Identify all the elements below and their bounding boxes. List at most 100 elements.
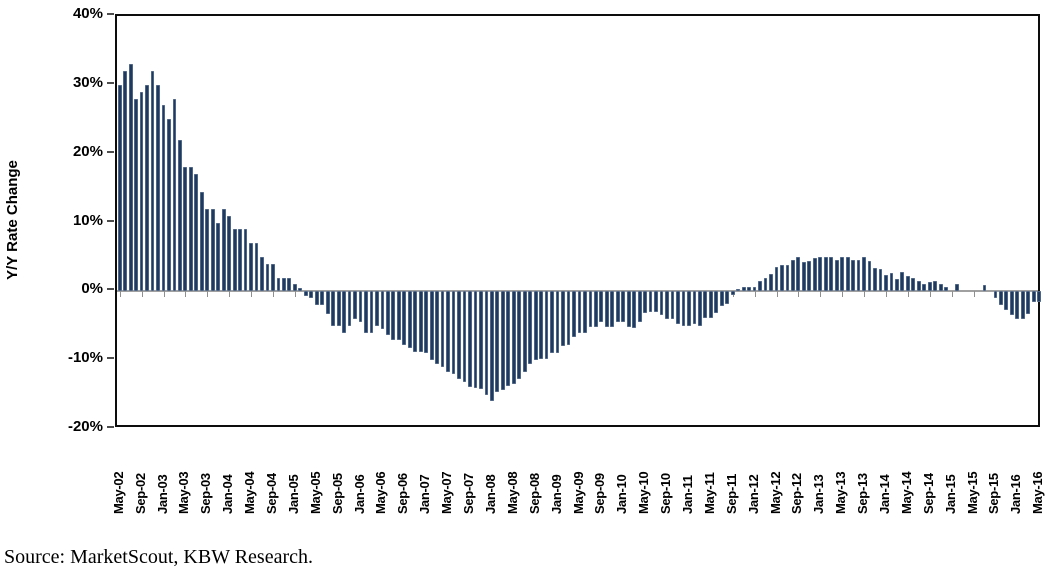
x-label-Sep-07: Sep-07 — [461, 473, 477, 514]
bar-Jun-12 — [780, 265, 784, 292]
x-tick-Jan-05 — [294, 291, 296, 298]
bar-Nov-12 — [807, 261, 812, 292]
y-tick-20% — [107, 150, 114, 153]
bar-Apr-16 — [1031, 291, 1036, 303]
bar-Dec-07 — [484, 291, 489, 396]
x-label-May-14: May-14 — [898, 471, 914, 514]
bar-Aug-08 — [528, 291, 533, 364]
bar-Jul-15 — [982, 285, 987, 292]
bar-Dec-08 — [550, 291, 554, 354]
bar-Jan-03 — [161, 105, 166, 292]
x-label-May-03: May-03 — [176, 471, 192, 514]
x-tick-May-14 — [907, 291, 909, 298]
bar-Mar-03 — [172, 98, 177, 292]
bar-Nov-09 — [610, 291, 615, 328]
x-label-Sep-11: Sep-11 — [723, 473, 739, 514]
bar-Jun-14 — [911, 278, 916, 292]
bar-Mar-09 — [566, 291, 571, 346]
bar-Jul-07 — [457, 291, 461, 379]
bar-Feb-05 — [298, 287, 303, 292]
x-tick-May-02 — [119, 291, 121, 298]
bar-Nov-03 — [216, 222, 221, 292]
bar-Jun-10 — [648, 291, 653, 312]
x-tick-Jan-12 — [754, 291, 756, 298]
bar-Jan-10 — [621, 291, 626, 322]
y-label-30%: 30% — [72, 73, 103, 91]
y-label-0%: 0% — [81, 280, 103, 298]
bar-Nov-07 — [479, 291, 483, 390]
x-tick-Sep-04 — [272, 291, 274, 298]
bar-Nov-10 — [676, 291, 680, 325]
x-label-Sep-09: Sep-09 — [592, 473, 608, 514]
x-label-Sep-04: Sep-04 — [263, 473, 279, 514]
x-label-Sep-12: Sep-12 — [789, 473, 805, 514]
bar-Jul-08 — [522, 291, 527, 372]
bar-May-04 — [249, 243, 253, 292]
x-tick-May-13 — [842, 291, 844, 298]
bar-Apr-06 — [375, 291, 379, 326]
bar-Aug-09 — [593, 291, 598, 328]
bar-Oct-11 — [736, 289, 741, 292]
bar-Jul-12 — [785, 265, 790, 292]
bar-Jun-03 — [188, 167, 193, 292]
x-label-May-07: May-07 — [439, 471, 455, 514]
bar-Sep-13 — [862, 256, 866, 292]
bar-May-03 — [183, 167, 188, 292]
bar-Feb-09 — [561, 291, 565, 347]
x-label-May-02: May-02 — [110, 471, 126, 514]
y-tick-0% — [107, 288, 114, 291]
bar-Aug-02 — [134, 98, 138, 292]
bar-Nov-06 — [413, 291, 418, 352]
bar-Jul-11 — [719, 291, 724, 307]
bar-Oct-10 — [670, 291, 675, 319]
bar-Feb-03 — [167, 119, 171, 292]
bar-Feb-16 — [1020, 291, 1025, 319]
bar-Jul-02 — [128, 64, 133, 292]
bar-Sep-06 — [402, 291, 407, 346]
bar-May-14 — [905, 276, 910, 292]
bar-Oct-09 — [604, 291, 609, 328]
bar-Jun-05 — [320, 291, 325, 306]
x-tick-Sep-03 — [207, 291, 209, 298]
x-label-May-11: May-11 — [701, 472, 717, 514]
bar-Feb-06 — [364, 291, 368, 333]
bar-Jul-03 — [194, 174, 199, 292]
x-label-Sep-05: Sep-05 — [329, 473, 345, 514]
bar-Nov-14 — [938, 284, 943, 292]
bar-Jan-16 — [1015, 291, 1020, 319]
x-label-Jan-04: Jan-04 — [220, 474, 236, 514]
x-tick-May-15 — [973, 291, 975, 298]
x-label-May-13: May-13 — [833, 471, 849, 514]
bar-Nov-15 — [1004, 291, 1009, 310]
bar-Jan-06 — [358, 291, 363, 323]
y-tick--10% — [107, 357, 114, 360]
bar-Aug-12 — [791, 260, 795, 292]
bar-Sep-08 — [533, 291, 538, 361]
x-label-Jan-06: Jan-06 — [351, 474, 367, 514]
bar-Oct-04 — [276, 277, 281, 292]
bar-Jun-11 — [714, 291, 719, 313]
bar-Dec-06 — [418, 291, 423, 352]
x-tick-May-12 — [776, 291, 778, 298]
bar-Apr-11 — [703, 291, 708, 319]
x-label-May-08: May-08 — [504, 471, 520, 514]
x-label-Sep-14: Sep-14 — [920, 473, 936, 514]
bar-Nov-05 — [347, 291, 352, 326]
bar-Oct-14 — [933, 281, 938, 292]
bar-Jan-13 — [818, 256, 823, 292]
y-tick-30% — [107, 81, 114, 84]
x-tick-Jan-04 — [229, 291, 231, 298]
y-axis-title: Y/Y Rate Change — [4, 160, 21, 280]
bar-Aug-04 — [265, 263, 270, 292]
bar-May-12 — [774, 267, 779, 292]
bar-Nov-04 — [282, 277, 286, 292]
x-label-Jan-07: Jan-07 — [417, 474, 433, 514]
bar-Oct-03 — [210, 208, 215, 292]
x-label-Sep-02: Sep-02 — [132, 473, 148, 514]
bar-Feb-10 — [626, 291, 631, 328]
bar-Mar-06 — [369, 291, 374, 333]
x-tick-Sep-12 — [798, 291, 800, 298]
x-label-Jan-14: Jan-14 — [877, 474, 892, 514]
bar-Feb-12 — [758, 281, 762, 292]
